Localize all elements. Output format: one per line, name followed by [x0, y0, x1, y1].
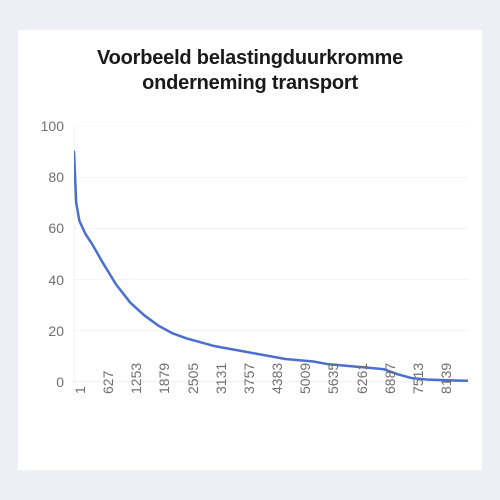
title-line-1: Voorbeeld belastingduurkromme — [38, 46, 462, 71]
x-tick-label: 3757 — [241, 363, 257, 394]
x-tick-label: 1 — [72, 386, 88, 394]
x-tick-label: 5635 — [325, 363, 341, 394]
y-tick-label: 60 — [48, 220, 64, 236]
x-tick-label: 627 — [100, 371, 116, 394]
chart-card: Voorbeeld belastingduurkromme ondernemin… — [18, 30, 482, 470]
x-tick-label: 1253 — [128, 363, 144, 394]
chart-title: Voorbeeld belastingduurkromme ondernemin… — [18, 30, 482, 100]
x-tick-label: 6261 — [354, 363, 370, 394]
gridlines — [74, 126, 468, 382]
x-tick-label: 8139 — [438, 363, 454, 394]
x-tick-label: 5009 — [297, 363, 313, 394]
x-tick-label: 2505 — [185, 363, 201, 394]
y-tick-label: 100 — [41, 118, 64, 134]
y-tick-label: 0 — [56, 374, 64, 390]
y-tick-label: 20 — [48, 323, 64, 339]
x-tick-label: 3131 — [213, 363, 229, 394]
x-tick-label: 6887 — [382, 363, 398, 394]
x-tick-label: 7513 — [410, 363, 426, 394]
x-tick-label: 4383 — [269, 363, 285, 394]
y-tick-label: 80 — [48, 169, 64, 185]
title-line-2: onderneming transport — [38, 71, 462, 96]
chart-svg — [74, 126, 468, 382]
axes — [74, 126, 468, 382]
y-tick-label: 40 — [48, 272, 64, 288]
load-duration-line — [74, 152, 468, 381]
x-tick-label: 1879 — [156, 363, 172, 394]
plot-area: 020406080100 162712531879250531313757438… — [74, 126, 468, 382]
plot-wrap: 0 20 40 60 80 100 1 627 1253 1879 2505 3131 3757 438… — [18, 116, 482, 470]
